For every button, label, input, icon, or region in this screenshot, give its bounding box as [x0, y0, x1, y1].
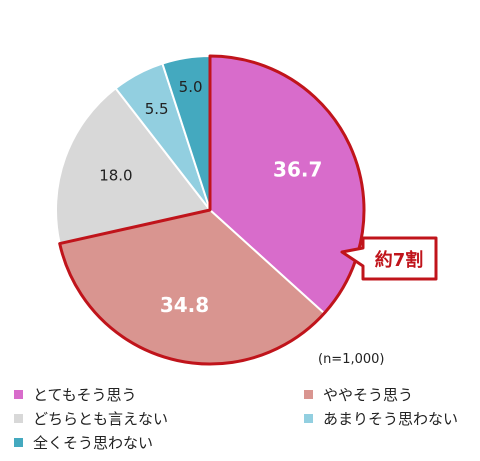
legend-item-2: ややそう思う — [304, 384, 413, 405]
callout-shape — [340, 236, 438, 281]
legend-swatch — [304, 414, 313, 423]
legend-label: ややそう思う — [323, 386, 414, 404]
slice-label-4: 5.5 — [145, 100, 169, 118]
legend-swatch — [14, 438, 23, 447]
highlight-outline — [58, 54, 366, 366]
callout-text: 約7割 — [375, 249, 424, 271]
pie-slice-3 — [55, 86, 212, 245]
sample-size-note: (n=1,000) — [318, 352, 385, 367]
legend-item-5: 全くそう思わない — [14, 432, 153, 453]
slice-label-3: 18.0 — [99, 167, 132, 185]
slice-label-5: 5.0 — [179, 78, 203, 96]
slice-labels: 36.7 34.8 18.0 5.5 5.0 — [99, 78, 322, 317]
legend-swatch — [304, 390, 313, 399]
legend-item-3: どちらとも言えない — [14, 408, 168, 429]
legend-label: 全くそう思わない — [33, 434, 154, 452]
legend-label: どちらとも言えない — [33, 410, 169, 428]
legend-label: とてもそう思う — [33, 386, 137, 404]
slice-label-2: 34.8 — [160, 293, 209, 317]
legend-item-1: とてもそう思う — [14, 384, 137, 405]
legend-item-4: あまりそう思わない — [304, 408, 458, 429]
legend-swatch — [14, 390, 23, 399]
callout-box: 約7割 — [340, 236, 438, 281]
legend-label: あまりそう思わない — [323, 410, 459, 428]
slice-label-1: 36.7 — [273, 158, 322, 182]
legend-swatch — [14, 414, 23, 423]
